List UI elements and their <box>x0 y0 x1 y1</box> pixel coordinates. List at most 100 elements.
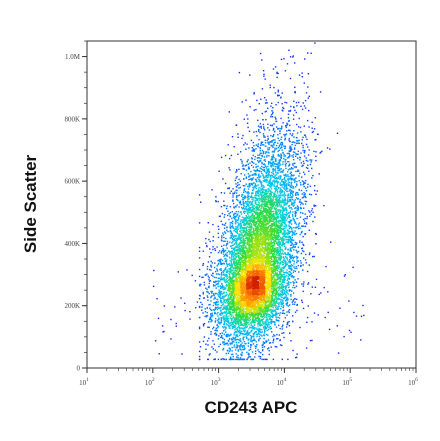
event-dot <box>198 284 201 286</box>
event-dot <box>279 293 281 296</box>
event-dot <box>260 196 263 198</box>
event-dot <box>264 160 267 162</box>
event-dot <box>273 334 275 336</box>
event-dot <box>271 174 273 177</box>
event-dot <box>255 201 257 203</box>
event-dot <box>271 213 274 216</box>
event-dot <box>256 209 258 211</box>
event-dot <box>211 292 213 294</box>
event-dot <box>270 308 272 311</box>
event-dot <box>236 189 238 192</box>
event-dot <box>271 322 273 324</box>
event-dot <box>283 276 285 278</box>
event-dot <box>275 326 278 328</box>
event-dot <box>271 185 273 187</box>
event-dot <box>288 320 290 323</box>
event-dot <box>220 206 223 208</box>
event-dot <box>301 180 304 182</box>
event-dot <box>239 211 241 213</box>
event-dot <box>303 250 305 253</box>
event-dot <box>303 281 305 283</box>
event-dot <box>274 169 276 171</box>
event-dot <box>253 162 255 164</box>
event-dot <box>240 321 242 324</box>
event-dot <box>260 207 262 209</box>
event-dot <box>257 201 260 203</box>
event-dot <box>293 174 295 176</box>
event-dot <box>290 203 293 205</box>
event-dot <box>235 246 237 249</box>
event-dot <box>249 185 251 187</box>
event-dot <box>247 230 250 233</box>
event-dot <box>242 134 244 137</box>
event-dot <box>255 203 258 205</box>
event-dot <box>287 249 290 251</box>
event-dot <box>271 200 274 203</box>
event-dot <box>273 215 275 217</box>
event-dot <box>231 222 233 224</box>
event-dot <box>303 195 305 197</box>
event-dot <box>289 240 291 242</box>
event-dot <box>227 304 229 307</box>
event-dot <box>267 147 269 149</box>
event-dot <box>284 317 286 319</box>
event-dot <box>290 272 293 275</box>
event-dot <box>221 334 223 337</box>
event-dot <box>210 296 212 299</box>
event-dot <box>300 252 303 255</box>
event-dot <box>223 300 225 302</box>
event-dot <box>217 303 219 306</box>
event-dot <box>245 245 247 247</box>
event-dot <box>256 135 258 137</box>
event-dot <box>248 352 250 355</box>
event-dot <box>239 318 241 321</box>
event-dot <box>286 257 288 259</box>
event-dot <box>229 264 231 267</box>
event-dot <box>290 168 292 170</box>
event-dot <box>246 200 248 202</box>
event-dot <box>243 358 246 361</box>
event-dot <box>259 123 262 125</box>
event-dot <box>246 203 248 206</box>
event-dot <box>217 322 219 324</box>
event-dot <box>251 184 253 186</box>
event-dot <box>293 276 295 278</box>
event-dot <box>235 177 237 179</box>
event-dot <box>295 136 298 139</box>
event-dot <box>221 285 224 287</box>
event-dot <box>263 159 265 161</box>
event-dot <box>281 186 283 188</box>
event-dot <box>245 217 247 219</box>
event-dot <box>251 210 253 213</box>
event-dot <box>243 212 246 215</box>
event-dot <box>259 154 261 156</box>
event-dot <box>244 342 246 345</box>
event-dot <box>269 197 271 199</box>
event-dot <box>242 241 244 243</box>
event-dot <box>233 280 235 283</box>
event-dot <box>264 175 267 177</box>
event-dot <box>258 333 261 335</box>
event-dot <box>251 341 253 343</box>
event-dot <box>294 199 297 201</box>
event-dot <box>287 262 289 264</box>
event-dot <box>220 251 223 253</box>
event-dot <box>244 190 247 193</box>
event-dot <box>234 179 236 182</box>
event-dot <box>266 168 269 171</box>
event-dot <box>258 317 261 320</box>
event-dot <box>270 114 273 116</box>
event-dot <box>209 353 211 355</box>
event-dot <box>292 168 294 170</box>
event-dot <box>265 198 267 200</box>
event-dot <box>280 267 282 270</box>
event-dot <box>215 200 217 202</box>
event-dot <box>228 273 231 276</box>
event-dot <box>249 226 251 228</box>
event-dot <box>184 302 186 304</box>
event-dot <box>283 203 286 206</box>
event-dot <box>275 201 278 204</box>
event-dot <box>213 302 215 304</box>
event-dot <box>276 346 278 348</box>
event-dot <box>289 200 291 202</box>
